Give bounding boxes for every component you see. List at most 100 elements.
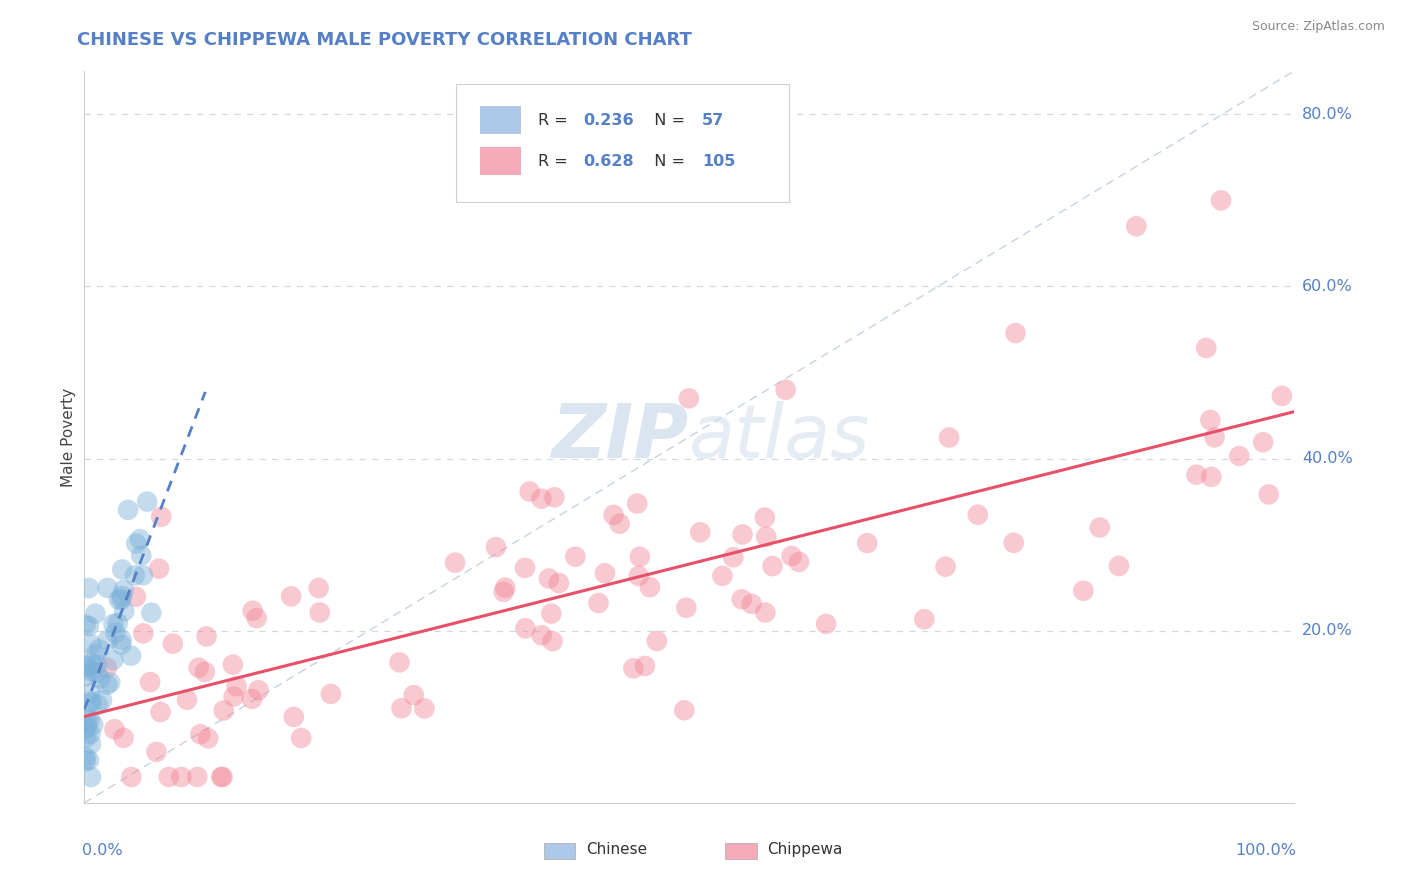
Point <box>628 549 651 564</box>
Bar <box>544 843 575 859</box>
Point <box>290 731 312 745</box>
Point <box>194 665 217 679</box>
Point <box>129 532 152 546</box>
Text: 40.0%: 40.0% <box>1302 451 1353 467</box>
Point <box>112 582 135 597</box>
Point <box>75 731 97 745</box>
Text: 20.0%: 20.0% <box>1302 624 1353 638</box>
Point <box>86 657 108 672</box>
Point <box>780 549 803 563</box>
Point <box>91 693 114 707</box>
Point <box>97 581 120 595</box>
Text: ZIP: ZIP <box>551 401 689 474</box>
Point <box>754 606 776 620</box>
Point <box>77 753 100 767</box>
Point <box>148 562 170 576</box>
Point <box>938 431 960 445</box>
Point <box>723 550 745 565</box>
Point <box>388 656 411 670</box>
Point <box>110 632 132 647</box>
Text: Source: ZipAtlas.com: Source: ZipAtlas.com <box>1251 20 1385 33</box>
Point <box>912 612 935 626</box>
Point <box>225 679 247 693</box>
Point <box>157 770 180 784</box>
Point <box>76 661 98 675</box>
Point <box>673 703 696 717</box>
Point <box>283 710 305 724</box>
Point <box>564 549 586 564</box>
Point <box>117 503 139 517</box>
Text: 60.0%: 60.0% <box>1302 279 1353 294</box>
Point <box>129 549 152 563</box>
Point <box>1204 430 1226 444</box>
Point <box>170 770 193 784</box>
Text: 57: 57 <box>702 113 724 128</box>
Point <box>815 616 838 631</box>
Point <box>150 509 173 524</box>
Y-axis label: Male Poverty: Male Poverty <box>60 387 76 487</box>
Point <box>755 530 778 544</box>
Point <box>1257 487 1279 501</box>
Point <box>537 572 560 586</box>
Point <box>211 770 233 784</box>
Point <box>519 484 541 499</box>
Point <box>80 665 103 679</box>
Point <box>247 683 270 698</box>
Point <box>222 690 245 704</box>
Point <box>1195 341 1218 355</box>
Point <box>87 642 110 657</box>
Point <box>308 581 330 595</box>
Point <box>634 659 657 673</box>
Point <box>80 657 103 671</box>
Point <box>1108 559 1130 574</box>
Point <box>97 633 120 648</box>
Point <box>222 657 245 672</box>
Text: 0.628: 0.628 <box>583 153 634 169</box>
Text: CHINESE VS CHIPPEWA MALE POVERTY CORRELATION CHART: CHINESE VS CHIPPEWA MALE POVERTY CORRELA… <box>77 31 692 49</box>
Point <box>638 580 661 594</box>
Point <box>856 536 879 550</box>
Point <box>1251 435 1274 450</box>
Point <box>530 628 553 642</box>
Point <box>75 750 97 764</box>
Point <box>1271 389 1294 403</box>
Point <box>79 713 101 727</box>
Point <box>530 491 553 506</box>
Point <box>689 525 711 540</box>
Point <box>98 675 121 690</box>
Point <box>110 638 132 652</box>
Point <box>1227 449 1250 463</box>
Text: N =: N = <box>644 153 690 169</box>
Point <box>242 604 264 618</box>
Point <box>627 569 650 583</box>
Point <box>96 678 118 692</box>
Point <box>132 626 155 640</box>
Point <box>1004 326 1026 340</box>
Point <box>413 701 436 715</box>
Point <box>86 665 108 680</box>
Point <box>197 731 219 746</box>
Point <box>107 615 129 630</box>
Point <box>80 637 103 651</box>
Point <box>966 508 988 522</box>
Point <box>609 516 631 531</box>
Point <box>540 607 562 621</box>
Point <box>75 617 97 632</box>
Point <box>240 692 263 706</box>
Point <box>494 581 516 595</box>
Point <box>84 648 107 662</box>
Point <box>75 722 97 736</box>
Point <box>125 590 148 604</box>
Point <box>96 661 118 675</box>
Point <box>444 556 467 570</box>
Point <box>1199 413 1222 427</box>
Point <box>145 745 167 759</box>
Point <box>678 392 700 406</box>
Point <box>125 536 148 550</box>
Point <box>754 510 776 524</box>
Point <box>76 720 98 734</box>
Point <box>485 540 508 554</box>
Point <box>515 621 537 635</box>
Text: 0.236: 0.236 <box>583 113 634 128</box>
Text: N =: N = <box>644 113 690 128</box>
